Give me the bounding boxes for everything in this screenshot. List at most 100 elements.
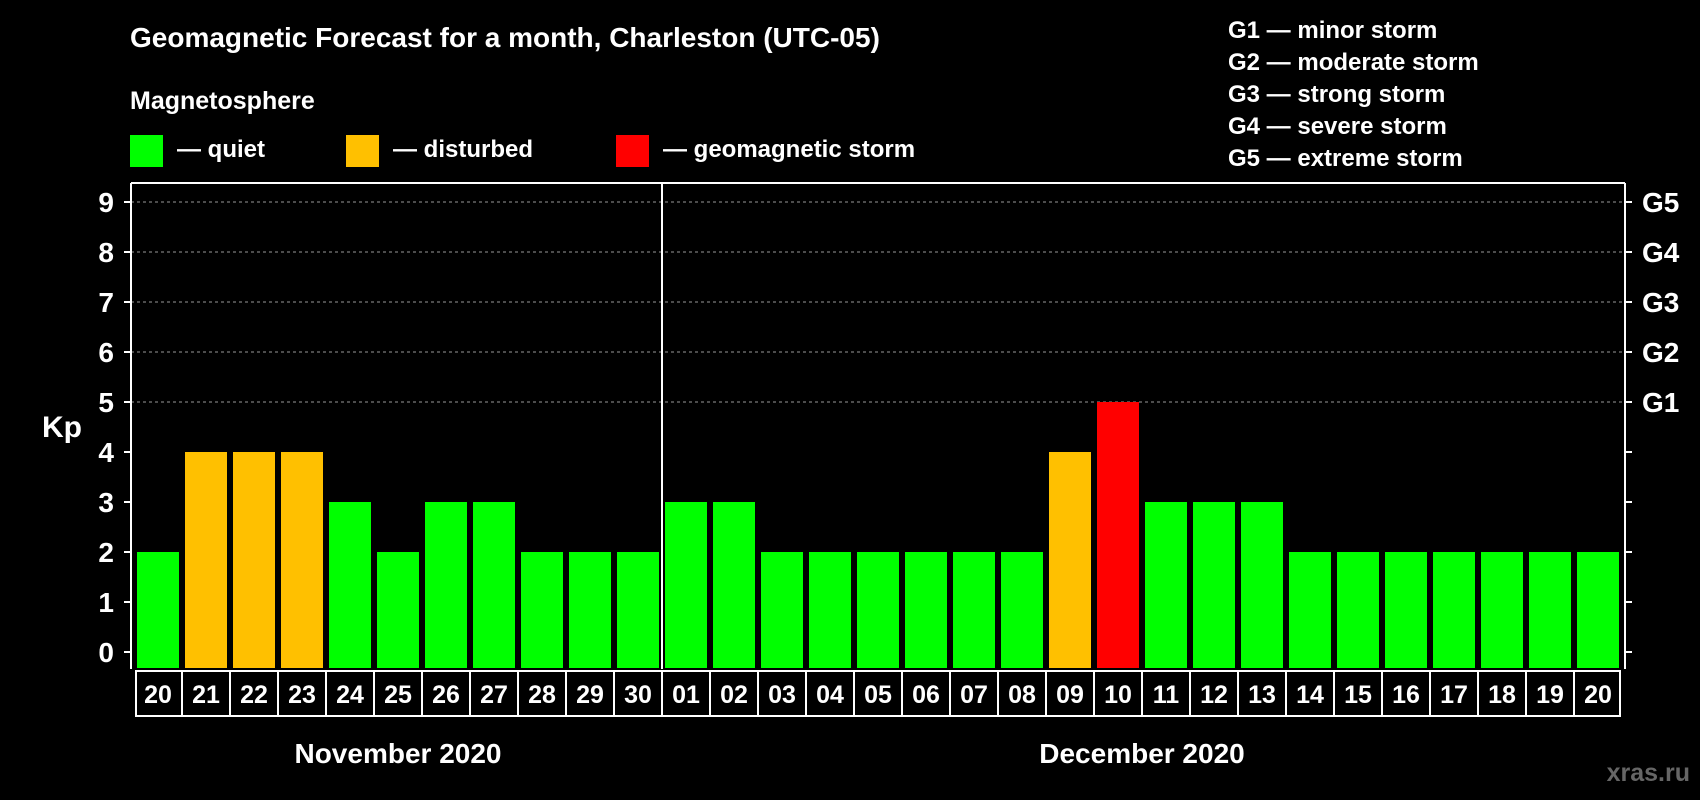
day-label: 10 bbox=[1104, 681, 1132, 709]
day-label: 13 bbox=[1248, 681, 1276, 709]
bar bbox=[329, 502, 371, 668]
storm-scale-g3: G3 — strong storm bbox=[1228, 81, 1445, 108]
bar bbox=[1337, 552, 1379, 668]
month-labels: November 2020 December 2020 bbox=[294, 738, 1244, 769]
day-label: 04 bbox=[816, 681, 844, 709]
y-tick-label: 6 bbox=[98, 337, 114, 368]
day-label: 30 bbox=[624, 681, 652, 709]
day-label: 02 bbox=[720, 681, 748, 709]
day-label-frame bbox=[135, 670, 1621, 717]
y-tick-label: 3 bbox=[98, 487, 114, 518]
day-label: 27 bbox=[480, 681, 508, 709]
g-scale-label: G5 bbox=[1642, 187, 1679, 218]
legend-swatch-quiet bbox=[130, 135, 163, 167]
bar bbox=[185, 452, 227, 668]
y-tick-label: 1 bbox=[98, 587, 114, 618]
day-label: 18 bbox=[1488, 681, 1516, 709]
month-label: November 2020 bbox=[294, 738, 501, 769]
day-label: 28 bbox=[528, 681, 556, 709]
legend-label-quiet: — quiet bbox=[177, 136, 265, 163]
y-tick-label: 9 bbox=[98, 187, 114, 218]
bar bbox=[953, 552, 995, 668]
bar bbox=[1049, 452, 1091, 668]
bar bbox=[281, 452, 323, 668]
axes bbox=[130, 182, 1626, 669]
day-label: 19 bbox=[1536, 681, 1564, 709]
chart-title: Geomagnetic Forecast for a month, Charle… bbox=[130, 22, 880, 53]
bar bbox=[809, 552, 851, 668]
bar bbox=[1433, 552, 1475, 668]
bar bbox=[905, 552, 947, 668]
storm-scale-g5: G5 — extreme storm bbox=[1228, 145, 1463, 172]
day-label: 12 bbox=[1200, 681, 1228, 709]
g-scale-label: G2 bbox=[1642, 337, 1679, 368]
bar bbox=[233, 452, 275, 668]
day-label: 11 bbox=[1153, 681, 1180, 709]
grid-lines bbox=[131, 201, 1625, 403]
g-scale-label: G3 bbox=[1642, 287, 1679, 318]
legend-label-storm: — geomagnetic storm bbox=[663, 136, 915, 163]
g-scale-label: G4 bbox=[1642, 237, 1680, 268]
bar bbox=[1001, 552, 1043, 668]
legend-label-disturbed: — disturbed bbox=[393, 136, 533, 163]
storm-scale: G1 — minor storm G2 — moderate storm G3 … bbox=[1228, 17, 1479, 172]
day-label: 20 bbox=[144, 681, 172, 709]
bar bbox=[1529, 552, 1571, 668]
day-label: 08 bbox=[1008, 681, 1036, 709]
day-label: 24 bbox=[336, 681, 364, 709]
day-label: 01 bbox=[672, 681, 700, 709]
day-label: 16 bbox=[1392, 681, 1420, 709]
bar bbox=[617, 552, 659, 668]
legend-swatch-storm bbox=[616, 135, 649, 167]
day-label: 09 bbox=[1056, 681, 1084, 709]
day-label: 21 bbox=[192, 681, 220, 709]
storm-scale-g2: G2 — moderate storm bbox=[1228, 49, 1479, 76]
y-tick-label: 2 bbox=[98, 537, 114, 568]
bar bbox=[1145, 502, 1187, 668]
bar bbox=[1241, 502, 1283, 668]
bar bbox=[665, 502, 707, 668]
storm-scale-g1: G1 — minor storm bbox=[1228, 17, 1437, 44]
day-label: 25 bbox=[384, 681, 412, 709]
day-label: 22 bbox=[240, 681, 268, 709]
storm-scale-g4: G4 — severe storm bbox=[1228, 113, 1447, 140]
y-ticks: 0 1 2 3 4 5 6 7 8 9 bbox=[98, 187, 131, 668]
y-tick-label: 5 bbox=[98, 387, 114, 418]
bar bbox=[1193, 502, 1235, 668]
day-label: 17 bbox=[1440, 681, 1468, 709]
day-label: 03 bbox=[768, 681, 796, 709]
bar bbox=[1289, 552, 1331, 668]
day-label: 14 bbox=[1296, 681, 1324, 709]
bar bbox=[857, 552, 899, 668]
y-tick-label: 7 bbox=[98, 287, 114, 318]
bar bbox=[1577, 552, 1619, 668]
day-label: 23 bbox=[288, 681, 316, 709]
day-label: 20 bbox=[1584, 681, 1612, 709]
day-label: 06 bbox=[912, 681, 940, 709]
bar bbox=[1385, 552, 1427, 668]
y-tick-label: 8 bbox=[98, 237, 114, 268]
legend-heading: Magnetosphere bbox=[130, 87, 315, 115]
month-label: December 2020 bbox=[1039, 738, 1244, 769]
y-axis-label: Kp bbox=[42, 411, 82, 444]
bar bbox=[569, 552, 611, 668]
day-label: 29 bbox=[576, 681, 604, 709]
bar bbox=[521, 552, 563, 668]
y-tick-label: 0 bbox=[98, 637, 114, 668]
bar bbox=[713, 502, 755, 668]
bars bbox=[137, 402, 1619, 668]
day-label: 15 bbox=[1344, 681, 1372, 709]
day-label: 26 bbox=[432, 681, 460, 709]
bar bbox=[425, 502, 467, 668]
legend-swatch-disturbed bbox=[346, 135, 379, 167]
g-scale-ticks: G1 G2 G3 G4 G5 bbox=[1625, 187, 1680, 653]
bar bbox=[761, 552, 803, 668]
bar bbox=[377, 552, 419, 668]
y-tick-label: 4 bbox=[98, 437, 114, 468]
day-labels: 20 21 22 23 24 25 26 27 28 29 30 01 02 03 04 05 06 07 08 09… bbox=[135, 670, 1621, 717]
day-label: 07 bbox=[960, 681, 988, 709]
bar bbox=[1481, 552, 1523, 668]
bar bbox=[473, 502, 515, 668]
g-scale-label: G1 bbox=[1642, 387, 1679, 418]
